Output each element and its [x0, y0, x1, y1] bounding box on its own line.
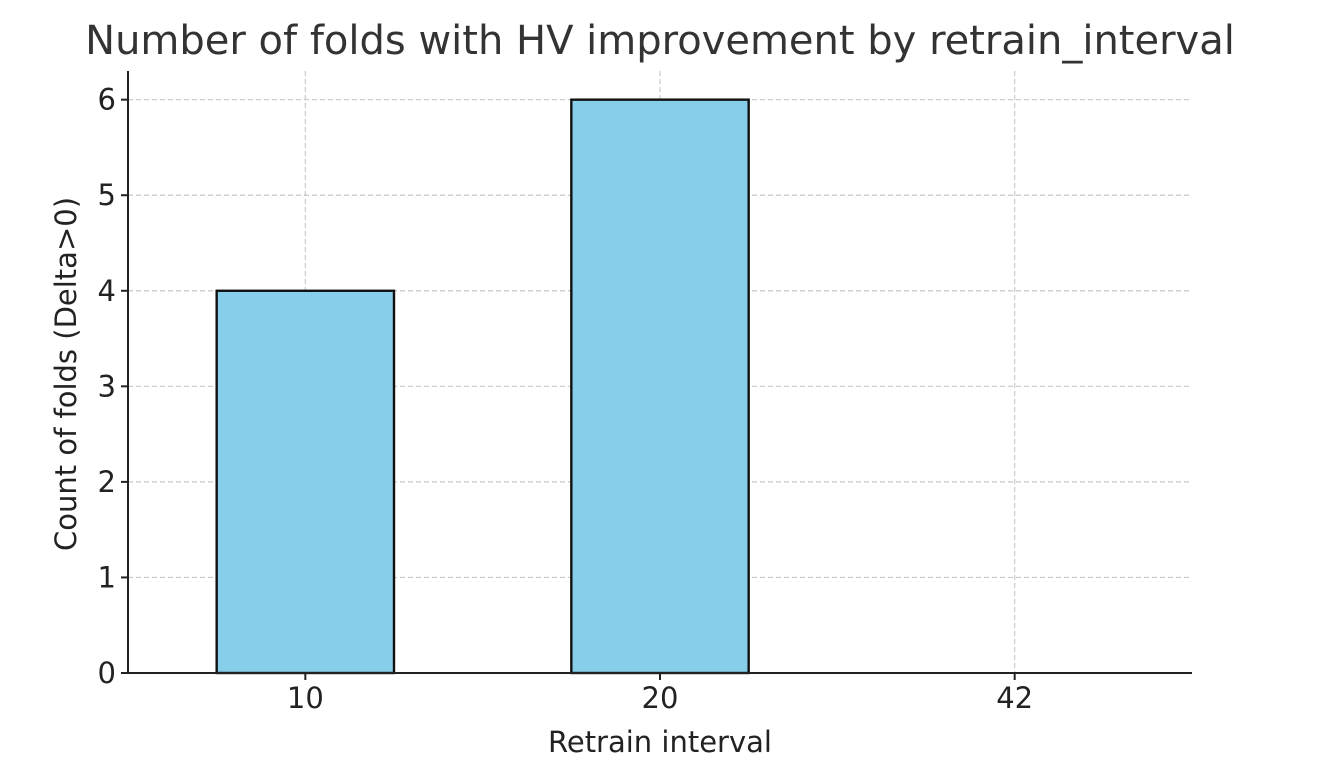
y-tick-label: 4 [98, 274, 116, 308]
chart-title: Number of folds with HV improvement by r… [85, 18, 1235, 64]
y-tick-label: 6 [98, 83, 116, 117]
bar [570, 98, 750, 675]
x-tick-label: 20 [642, 681, 679, 715]
y-tick-label: 2 [98, 465, 116, 499]
bars [215, 98, 750, 675]
y-tick-label: 0 [98, 656, 116, 690]
y-tick-label: 5 [98, 178, 116, 212]
axes [121, 71, 1192, 680]
y-axis-label: Count of folds (Delta>0) [49, 197, 83, 551]
y-tick-label: 3 [98, 369, 116, 403]
tick-labels: 0 1 2 3 4 5 6 10 20 42 [98, 83, 1034, 715]
x-tick-label: 42 [996, 681, 1033, 715]
x-tick-label: 10 [287, 681, 324, 715]
y-tick-label: 1 [98, 560, 116, 594]
x-axis-label: Retrain interval [548, 725, 772, 759]
bar [215, 289, 396, 675]
